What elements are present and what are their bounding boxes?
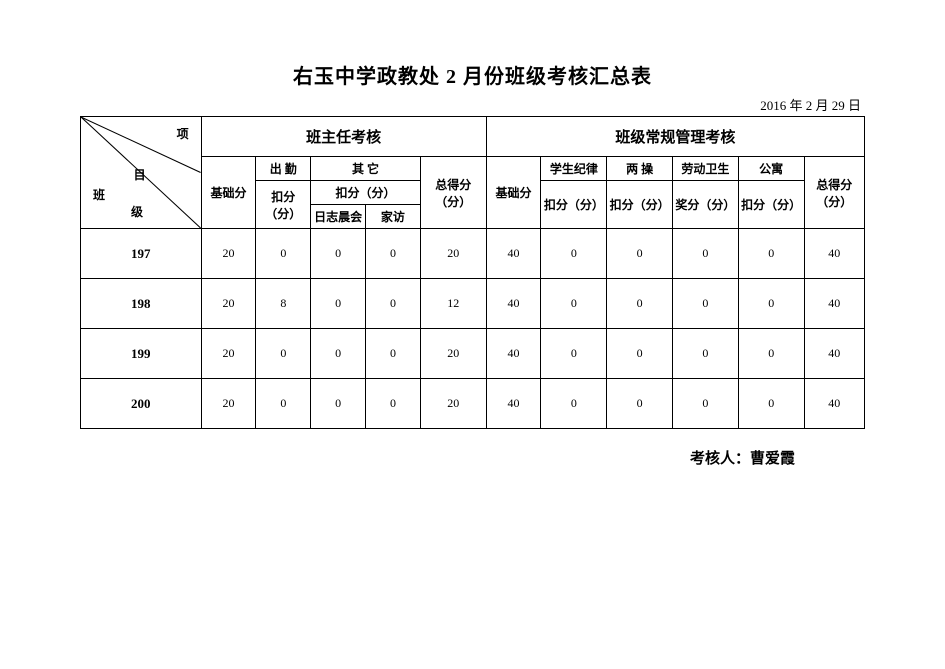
cell: 20 [420, 379, 486, 429]
page-title: 右玉中学政教处 2 月份班级考核汇总表 [80, 60, 865, 89]
cell: 40 [486, 329, 541, 379]
labor-header: 劳动卫生 [673, 157, 739, 181]
cell: 20 [420, 229, 486, 279]
cell: 0 [256, 229, 311, 279]
cell: 0 [311, 379, 366, 429]
cell: 0 [541, 329, 607, 379]
class-cell: 197 [81, 229, 202, 279]
other-deduct-header: 扣分（分） [311, 181, 421, 205]
cell: 40 [804, 379, 864, 429]
labor-bonus-header: 奖分（分） [673, 181, 739, 229]
cell: 40 [486, 379, 541, 429]
cell: 0 [607, 329, 673, 379]
class-base-header: 基础分 [486, 157, 541, 229]
cell: 0 [366, 329, 421, 379]
cell: 0 [366, 279, 421, 329]
table-body: 197 20 0 0 0 20 40 0 0 0 0 40 198 20 8 0… [81, 229, 865, 429]
cell: 0 [311, 279, 366, 329]
cell: 0 [673, 329, 739, 379]
examiner-name: 曹爱霞 [750, 451, 795, 467]
morning-meeting-header: 日志晨会 [311, 205, 366, 229]
discipline-deduct-header: 扣分（分） [541, 181, 607, 229]
cell: 0 [366, 379, 421, 429]
class-cell: 199 [81, 329, 202, 379]
teacher-total-header: 总得分（分） [420, 157, 486, 229]
other-header: 其 它 [311, 157, 421, 181]
cell: 0 [673, 279, 739, 329]
footer-line: 考核人：曹爱霞 [80, 447, 865, 468]
cell: 0 [673, 379, 739, 429]
dorm-deduct-header: 扣分（分） [738, 181, 804, 229]
cell: 40 [486, 279, 541, 329]
class-total-header: 总得分（分） [804, 157, 864, 229]
cell: 0 [607, 279, 673, 329]
diagonal-header: 项 目 班 级 [81, 117, 202, 229]
teacher-assessment-header: 班主任考核 [201, 117, 486, 157]
assessment-table: 项 目 班 级 班主任考核 班级常规管理考核 基础分 出 勤 其 它 总得分（分… [80, 116, 865, 429]
cell: 0 [311, 229, 366, 279]
cell: 0 [311, 329, 366, 379]
dorm-header: 公寓 [738, 157, 804, 181]
discipline-header: 学生纪律 [541, 157, 607, 181]
cell: 20 [201, 329, 256, 379]
cell: 20 [201, 379, 256, 429]
cell: 40 [804, 329, 864, 379]
cell: 0 [738, 379, 804, 429]
diag-top: 项 [177, 125, 189, 142]
cell: 40 [804, 279, 864, 329]
cell: 8 [256, 279, 311, 329]
cell: 12 [420, 279, 486, 329]
class-cell: 200 [81, 379, 202, 429]
footer-label: 考核人： [690, 451, 750, 467]
diag-left: 班 [93, 186, 105, 203]
cell: 0 [366, 229, 421, 279]
attendance-header: 出 勤 [256, 157, 311, 181]
exercises-deduct-header: 扣分（分） [607, 181, 673, 229]
cell: 0 [738, 229, 804, 279]
cell: 40 [804, 229, 864, 279]
table-row: 198 20 8 0 0 12 40 0 0 0 0 40 [81, 279, 865, 329]
diag-bottom: 级 [131, 203, 143, 220]
cell: 0 [607, 379, 673, 429]
cell: 0 [256, 329, 311, 379]
cell: 0 [738, 279, 804, 329]
table-row: 200 20 0 0 0 20 40 0 0 0 0 40 [81, 379, 865, 429]
class-management-header: 班级常规管理考核 [486, 117, 864, 157]
cell: 0 [541, 279, 607, 329]
cell: 0 [738, 329, 804, 379]
date-line: 2016 年 2 月 29 日 [80, 95, 865, 114]
diag-mid: 目 [134, 166, 146, 183]
cell: 40 [486, 229, 541, 279]
cell: 20 [201, 229, 256, 279]
table-row: 199 20 0 0 0 20 40 0 0 0 0 40 [81, 329, 865, 379]
table-row: 197 20 0 0 0 20 40 0 0 0 0 40 [81, 229, 865, 279]
exercises-header: 两 操 [607, 157, 673, 181]
cell: 20 [201, 279, 256, 329]
cell: 0 [541, 229, 607, 279]
home-visit-header: 家访 [366, 205, 421, 229]
cell: 0 [673, 229, 739, 279]
class-cell: 198 [81, 279, 202, 329]
cell: 0 [256, 379, 311, 429]
teacher-base-header: 基础分 [201, 157, 256, 229]
cell: 0 [607, 229, 673, 279]
attendance-deduct-header: 扣分（分） [256, 181, 311, 229]
cell: 20 [420, 329, 486, 379]
cell: 0 [541, 379, 607, 429]
